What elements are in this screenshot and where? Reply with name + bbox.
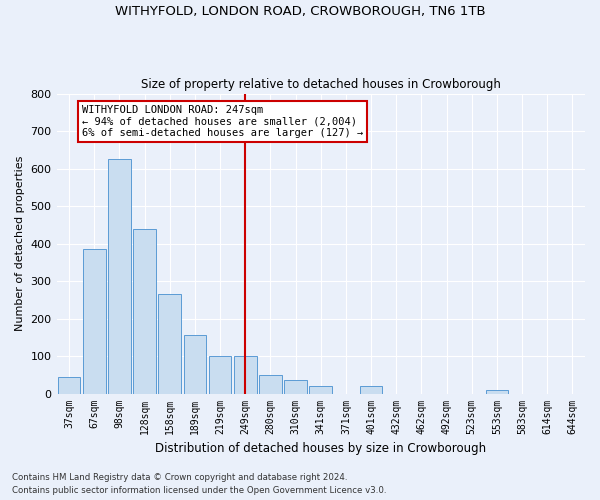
Y-axis label: Number of detached properties: Number of detached properties [15,156,25,331]
Bar [108,159,131,394]
Bar [158,294,181,394]
X-axis label: Distribution of detached houses by size in Crowborough: Distribution of detached houses by size … [155,442,487,455]
Bar [209,356,232,394]
Bar [58,376,80,394]
Title: Size of property relative to detached houses in Crowborough: Size of property relative to detached ho… [141,78,501,91]
Bar [83,249,106,394]
Bar [310,386,332,394]
Bar [234,356,257,394]
Bar [184,336,206,394]
Text: WITHYFOLD LONDON ROAD: 247sqm
← 94% of detached houses are smaller (2,004)
6% of: WITHYFOLD LONDON ROAD: 247sqm ← 94% of d… [82,105,363,138]
Bar [259,375,282,394]
Text: Contains HM Land Registry data © Crown copyright and database right 2024.
Contai: Contains HM Land Registry data © Crown c… [12,474,386,495]
Bar [284,380,307,394]
Bar [360,386,382,394]
Text: WITHYFOLD, LONDON ROAD, CROWBOROUGH, TN6 1TB: WITHYFOLD, LONDON ROAD, CROWBOROUGH, TN6… [115,5,485,18]
Bar [485,390,508,394]
Bar [133,228,156,394]
